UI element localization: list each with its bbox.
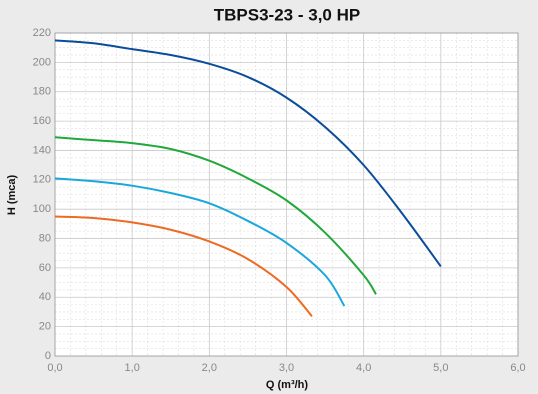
x-tick-label: 5,0	[433, 362, 448, 374]
x-tick-label: 1,0	[125, 362, 140, 374]
y-tick-label: 200	[33, 56, 51, 68]
y-tick-label: 80	[39, 232, 51, 244]
y-tick-label: 220	[33, 27, 51, 39]
y-tick-label: 140	[33, 144, 51, 156]
curve	[54, 136, 377, 295]
curve	[54, 39, 442, 268]
x-axis-label: Q (m³/h)	[266, 379, 308, 391]
y-tick-label: 120	[33, 174, 51, 186]
x-tick-label: 0,0	[47, 362, 62, 374]
y-tick-label: 160	[33, 115, 51, 127]
x-tick-label: 4,0	[356, 362, 371, 374]
y-tick-label: 100	[33, 203, 51, 215]
curve	[54, 215, 313, 318]
y-tick-label: 40	[39, 291, 51, 303]
x-tick-label: 6,0	[510, 362, 525, 374]
x-tick-label: 3,0	[279, 362, 294, 374]
y-tick-label: 0	[45, 350, 51, 362]
y-tick-label: 20	[39, 321, 51, 333]
y-tick-label: 60	[39, 262, 51, 274]
plot-border	[54, 32, 519, 357]
chart-title: TBPS3-23 - 3,0 HP	[214, 5, 360, 24]
curve	[54, 177, 346, 307]
x-tick-label: 2,0	[202, 362, 217, 374]
y-tick-label: 180	[33, 86, 51, 98]
y-axis-label: H (mca)	[6, 174, 18, 215]
